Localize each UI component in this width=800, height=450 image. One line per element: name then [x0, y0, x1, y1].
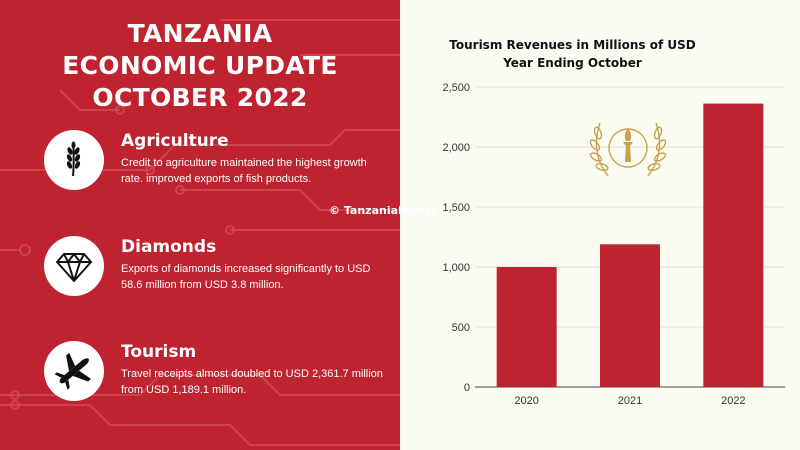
x-axis-ticks: 2020 2021 2022	[514, 395, 745, 407]
circuit-decoration	[0, 19, 400, 446]
y-tick-label: 2,500	[442, 82, 470, 94]
section-title: Tourism	[121, 342, 197, 362]
chart-title-line: Tourism Revenues in Millions of USD	[449, 38, 696, 52]
chart-subtitle-line: Year Ending October	[503, 56, 642, 70]
bar-2021	[600, 244, 660, 387]
y-tick-label: 0	[464, 382, 470, 394]
title-line-1: TANZANIA	[127, 19, 273, 48]
section-tourism: Tourism Travel receipts almost doubled t…	[44, 341, 384, 411]
section-body: Credit to agriculture maintained the hig…	[121, 157, 367, 185]
section-title: Agriculture	[121, 131, 229, 151]
bar-2020	[496, 267, 557, 387]
y-axis-ticks: 0 500 1,000 1,500 2,000 2,500	[442, 82, 470, 394]
section-body: Travel receipts almost doubled to USD 2,…	[121, 368, 383, 396]
diamond-icon	[56, 253, 92, 282]
wheat-icon	[66, 141, 81, 177]
bar-2022	[703, 103, 764, 387]
bar-chart: 0 500 1,000 1,500 2,000 2,500 2020 2021 2022	[442, 82, 785, 407]
y-tick-label: 500	[452, 322, 470, 334]
title-line-3: OCTOBER 2022	[92, 83, 308, 112]
airplane-icon	[54, 352, 92, 390]
section-agriculture: Agriculture Credit to agriculture mainta…	[44, 130, 384, 200]
section-title: Diamonds	[121, 237, 217, 257]
bars	[496, 103, 764, 387]
x-tick-label: 2021	[618, 395, 642, 407]
x-tick-label: 2022	[721, 395, 745, 407]
diamonds-icon-circle	[44, 236, 104, 296]
y-tick-label: 1,000	[442, 262, 470, 274]
section-diamonds: Diamonds Exports of diamonds increased s…	[44, 236, 384, 306]
title-line-2: ECONOMIC UPDATE	[62, 51, 338, 80]
x-tick-label: 2020	[514, 395, 538, 407]
bank-of-tanzania-logo	[589, 122, 667, 177]
left-panel: TANZANIA ECONOMIC UPDATE OCTOBER 2022 Ag…	[0, 0, 400, 450]
y-tick-label: 1,500	[442, 202, 470, 214]
watermark: © TanzaniaInvest	[329, 204, 437, 217]
agriculture-icon-circle	[44, 130, 104, 190]
y-tick-label: 2,000	[442, 142, 470, 154]
chart-title: Tourism Revenues in Millions of USD Year…	[345, 36, 800, 72]
main-title: TANZANIA ECONOMIC UPDATE OCTOBER 2022	[0, 18, 400, 114]
section-body: Exports of diamonds increased significan…	[121, 263, 371, 291]
tourism-icon-circle	[44, 341, 104, 401]
